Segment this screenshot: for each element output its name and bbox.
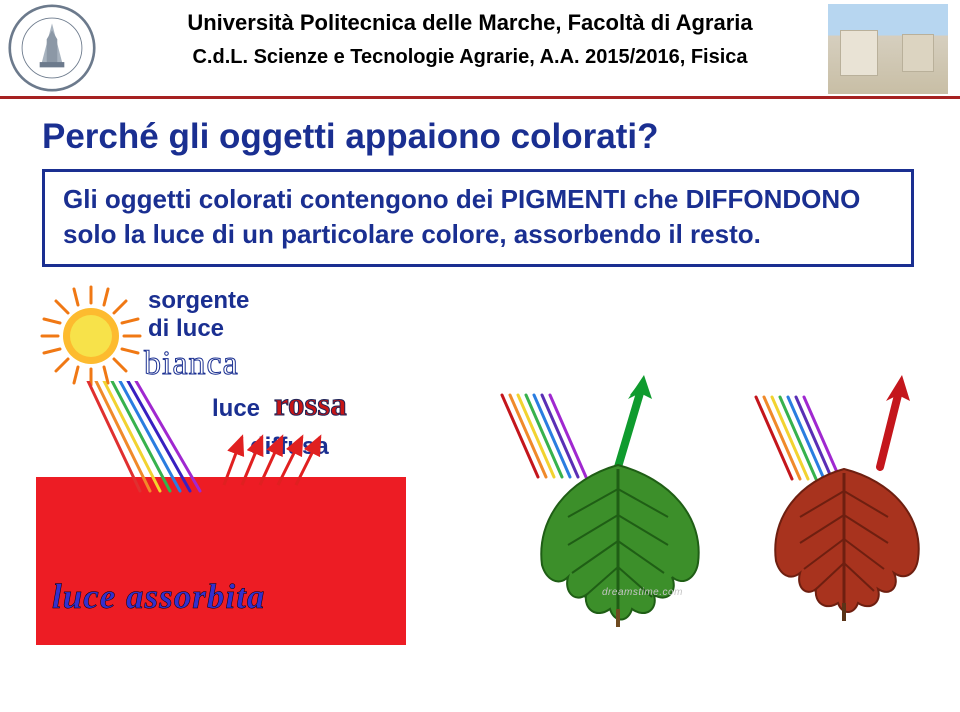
campus-photo — [828, 4, 948, 94]
label-luce-assorbita: luce assorbita — [52, 577, 265, 617]
label-bianca: bianca — [144, 345, 239, 383]
green-reflection-arrow — [608, 375, 654, 471]
label-sorgente-line1: sorgente — [148, 287, 249, 314]
university-logo — [8, 4, 96, 92]
green-leaf-icon — [528, 459, 708, 629]
sun-icon — [36, 281, 146, 391]
university-name: Università Politecnica delle Marche, Fac… — [112, 10, 828, 36]
red-leaf-icon — [762, 463, 927, 623]
header-text-block: Università Politecnica delle Marche, Fac… — [112, 4, 828, 69]
course-name: C.d.L. Scienze e Tecnologie Agrarie, A.A… — [112, 46, 828, 69]
watermark-text: dreamstime.com — [602, 587, 683, 598]
red-diffused-rays — [212, 429, 332, 489]
label-rossa: rossa — [274, 387, 347, 424]
white-light-rays — [70, 381, 220, 501]
red-absorber-panel — [36, 477, 406, 645]
red-reflection-arrow — [872, 375, 912, 471]
info-box: Gli oggetti colorati contengono dei PIGM… — [42, 169, 914, 267]
diagram-area: sorgente di luce bianca luce rossa diffu… — [42, 287, 960, 667]
slide-title: Perché gli oggetti appaiono colorati? — [42, 117, 960, 157]
label-sorgente-line2: di luce — [148, 315, 224, 342]
label-sorgente: sorgente di luce — [148, 287, 249, 342]
header-divider — [0, 96, 960, 99]
slide-header: Università Politecnica delle Marche, Fac… — [0, 0, 960, 94]
